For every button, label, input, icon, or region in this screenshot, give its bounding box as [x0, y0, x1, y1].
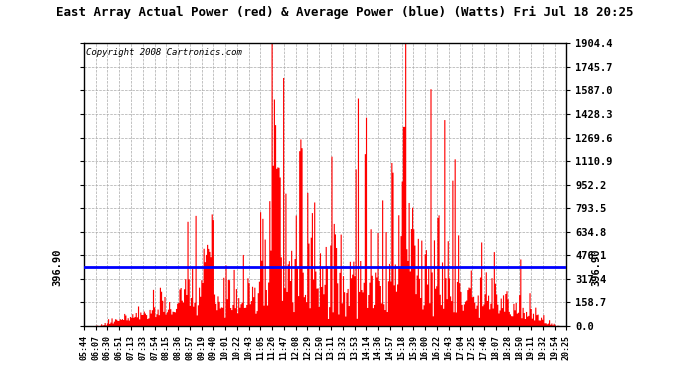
Text: 396.90: 396.90 [591, 248, 601, 286]
Text: 396.90: 396.90 [52, 248, 62, 286]
Text: Copyright 2008 Cartronics.com: Copyright 2008 Cartronics.com [86, 48, 242, 57]
Text: East Array Actual Power (red) & Average Power (blue) (Watts) Fri Jul 18 20:25: East Array Actual Power (red) & Average … [57, 6, 633, 19]
